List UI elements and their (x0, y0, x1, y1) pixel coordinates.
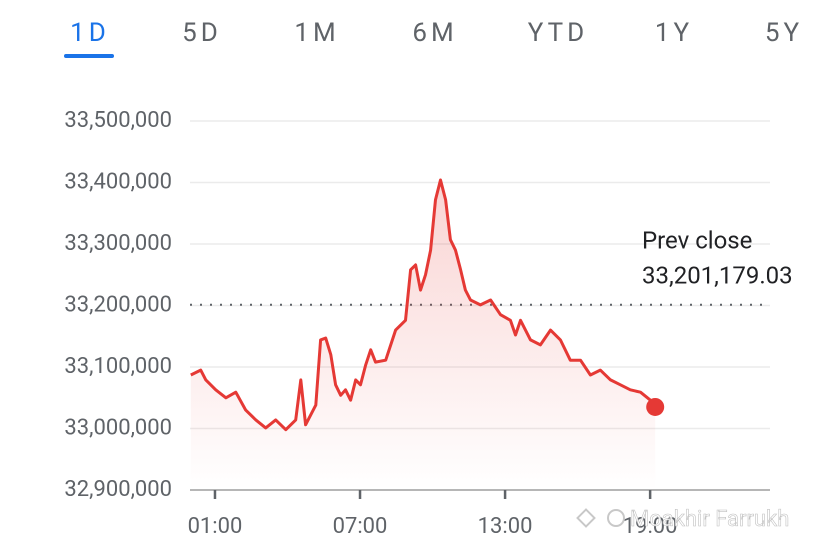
y-tick-label: 32,900,000 (64, 477, 172, 502)
watermark: Moakhir Farrukh (630, 507, 789, 532)
range-tab[interactable]: 1M (294, 18, 339, 48)
y-tick-label: 33,500,000 (64, 108, 172, 133)
prev-close-label: Prev close (642, 226, 752, 254)
y-tick-label: 33,000,000 (64, 415, 172, 440)
range-tab[interactable]: 1D (70, 18, 110, 48)
y-tick-label: 33,400,000 (64, 169, 172, 194)
range-tab[interactable]: 6M (412, 18, 457, 48)
x-tick-label: 01:00 (188, 514, 243, 539)
tab-underline (64, 54, 114, 58)
area (190, 180, 656, 490)
y-tick-label: 33,200,000 (64, 292, 172, 317)
y-tick-label: 33,100,000 (64, 354, 172, 379)
range-tab[interactable]: 5Y (765, 18, 803, 48)
watermark-icon (576, 508, 625, 528)
range-tab[interactable]: 5D (182, 18, 222, 48)
x-tick-label: 13:00 (478, 514, 533, 539)
plot: 1D 5D 1M 6M YTD 1Y 5Y 32,900,000 33,000,000 33,10… (64, 18, 803, 539)
price-line (190, 178, 657, 432)
end-dot (646, 397, 665, 416)
x-tick-label: 19:00 (623, 514, 678, 539)
x-tick-label: 07:00 (333, 514, 388, 539)
y-tick-label: 33,300,000 (64, 231, 172, 256)
range-tab[interactable]: 1Y (655, 18, 693, 48)
range-tab[interactable]: YTD (528, 18, 588, 48)
prev-close-value: 33,201,179.03 (642, 261, 793, 289)
